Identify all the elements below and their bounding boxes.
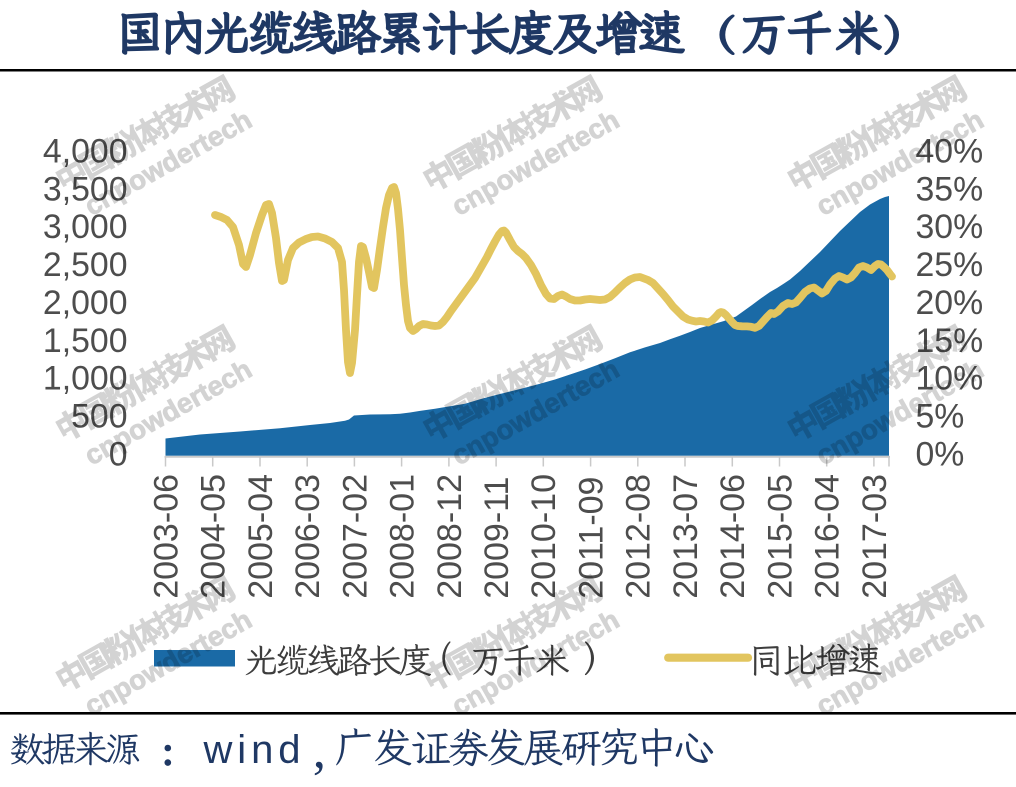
svg-text:35%: 35% <box>916 170 984 208</box>
svg-text:2010-10: 2010-10 <box>525 474 563 599</box>
svg-text:2013-07: 2013-07 <box>667 474 705 599</box>
svg-text:2017-03: 2017-03 <box>856 474 894 599</box>
svg-text:2005-04: 2005-04 <box>242 474 280 599</box>
svg-text:2014-06: 2014-06 <box>714 474 752 599</box>
svg-text:2008-01: 2008-01 <box>384 474 422 599</box>
svg-text:1,000: 1,000 <box>43 360 128 398</box>
svg-text:wind: wind <box>203 728 306 772</box>
svg-text:2008-12: 2008-12 <box>431 474 469 599</box>
svg-text:2,500: 2,500 <box>43 246 128 284</box>
svg-text:2016-04: 2016-04 <box>809 474 847 599</box>
svg-text:2004-05: 2004-05 <box>195 474 233 599</box>
svg-text:2006-03: 2006-03 <box>289 474 327 599</box>
svg-text:0%: 0% <box>916 435 965 473</box>
svg-text:2003-06: 2003-06 <box>147 474 185 599</box>
svg-text:25%: 25% <box>916 246 984 284</box>
svg-text:2007-02: 2007-02 <box>336 474 374 599</box>
svg-text:2,000: 2,000 <box>43 284 128 322</box>
svg-text:1,500: 1,500 <box>43 322 128 360</box>
svg-text:2015-05: 2015-05 <box>761 474 799 599</box>
svg-text:3,000: 3,000 <box>43 208 128 246</box>
svg-text:2009-11: 2009-11 <box>478 477 516 599</box>
svg-text:30%: 30% <box>916 208 984 246</box>
svg-text:2012-08: 2012-08 <box>620 474 658 599</box>
svg-text:20%: 20% <box>916 284 984 322</box>
